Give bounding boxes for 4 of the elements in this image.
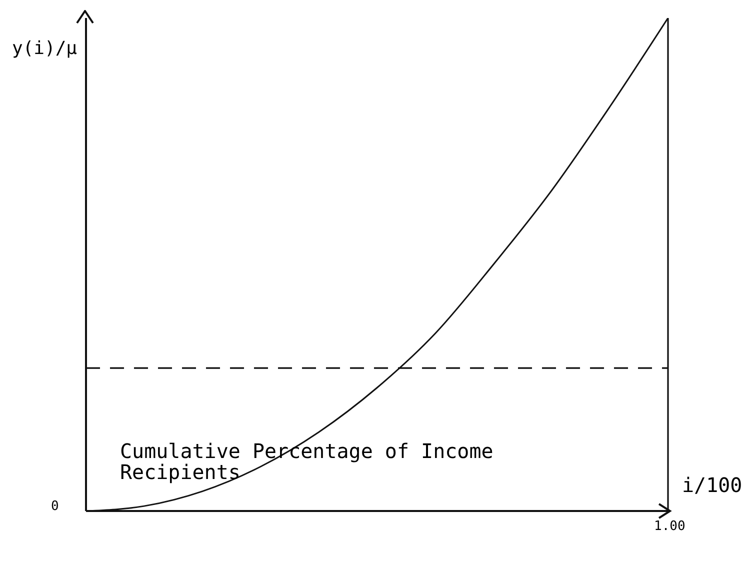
y-axis-title: y(i)/μ (12, 38, 78, 59)
text: 0 (51, 499, 59, 514)
x-axis-title: i/100 (682, 473, 742, 497)
text: 1.00 (654, 519, 686, 534)
